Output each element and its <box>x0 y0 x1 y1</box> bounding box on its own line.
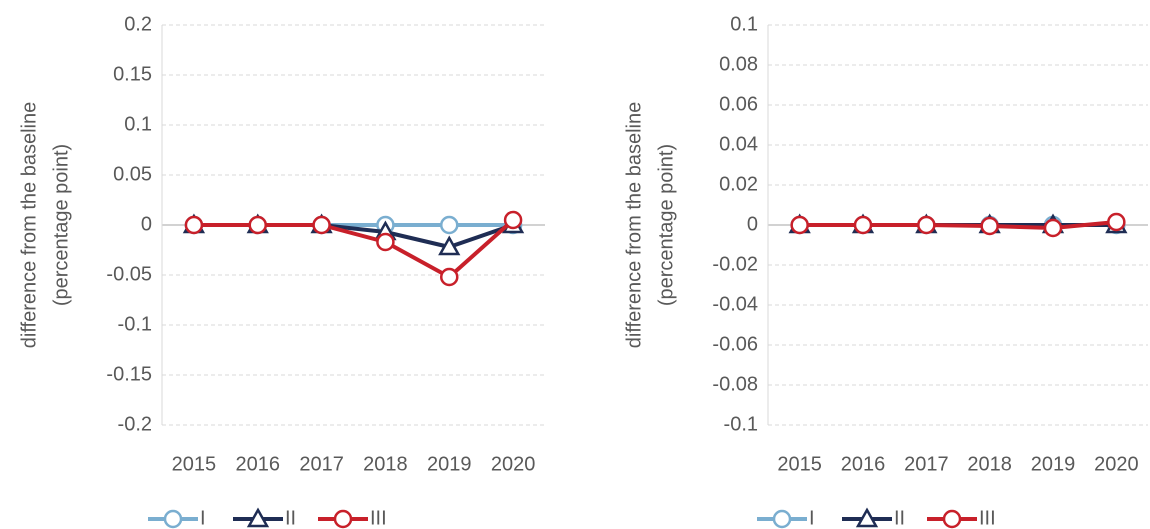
y-tick-label: -0.05 <box>106 263 152 285</box>
y-tick-label: 0.05 <box>113 163 152 185</box>
y-tick-label: 0.06 <box>719 93 758 115</box>
data-point <box>1107 212 1126 232</box>
data-point <box>917 215 936 235</box>
series-line <box>193 218 515 279</box>
x-tick-label: 2015 <box>172 453 217 475</box>
x-tick-label: 2017 <box>299 453 344 475</box>
legend-marker <box>855 507 879 528</box>
x-tick-label: 2020 <box>1094 453 1139 475</box>
legend-label: III <box>370 507 387 529</box>
data-point <box>248 215 267 235</box>
y-axis-title: difference from the baseline <box>623 102 645 348</box>
y-axis-title: (percentage point) <box>655 144 677 306</box>
data-point <box>184 215 204 235</box>
y-tick-label: -0.04 <box>712 293 758 315</box>
y-tick-label: 0.1 <box>730 13 758 35</box>
legend-marker <box>163 509 183 529</box>
data-point <box>790 215 809 235</box>
legend-marker <box>333 509 353 529</box>
series-line <box>799 220 1117 230</box>
y-tick-label: -0.2 <box>118 413 152 435</box>
legend-marker <box>942 509 962 529</box>
y-tick-label: -0.06 <box>712 333 758 355</box>
y-tick-label: -0.02 <box>712 253 758 275</box>
x-tick-label: 2019 <box>1031 453 1076 475</box>
x-tick-label: 2018 <box>967 453 1012 475</box>
legend-label: II <box>894 507 905 529</box>
y-tick-label: 0 <box>141 213 152 235</box>
y-tick-label: 0.04 <box>719 133 758 155</box>
x-tick-label: 2015 <box>777 453 822 475</box>
y-axis-title: (percentage point) <box>50 144 72 306</box>
data-point <box>312 215 331 235</box>
data-point <box>503 210 523 230</box>
x-tick-label: 2019 <box>427 453 472 475</box>
y-tick-label: 0.15 <box>113 63 152 85</box>
legend-label: III <box>979 507 996 529</box>
y-axis-title: difference from the baseline <box>18 102 40 348</box>
x-tick-label: 2020 <box>491 453 536 475</box>
data-point <box>440 267 459 287</box>
y-tick-label: 0.08 <box>719 53 758 75</box>
legend-marker <box>246 507 270 528</box>
data-point <box>980 216 999 236</box>
data-point <box>438 235 461 256</box>
y-tick-label: 0 <box>747 213 758 235</box>
y-tick-label: -0.08 <box>712 373 758 395</box>
legend-label: I <box>200 507 206 529</box>
y-tick-label: -0.1 <box>118 313 152 335</box>
data-point <box>376 232 395 252</box>
y-tick-label: 0.1 <box>124 113 152 135</box>
y-tick-label: 0.02 <box>719 173 758 195</box>
x-tick-label: 2016 <box>841 453 886 475</box>
x-tick-label: 2018 <box>363 453 408 475</box>
legend-marker <box>772 509 792 529</box>
data-point <box>440 215 459 235</box>
legend-label: I <box>809 507 815 529</box>
legend-label: II <box>285 507 296 529</box>
data-point <box>853 215 873 235</box>
data-point <box>1043 218 1063 238</box>
y-tick-label: -0.15 <box>106 363 152 385</box>
x-tick-label: 2016 <box>236 453 281 475</box>
series-line <box>193 223 514 249</box>
y-tick-label: -0.1 <box>724 413 758 435</box>
x-tick-label: 2017 <box>904 453 949 475</box>
y-tick-label: 0.2 <box>124 13 152 35</box>
